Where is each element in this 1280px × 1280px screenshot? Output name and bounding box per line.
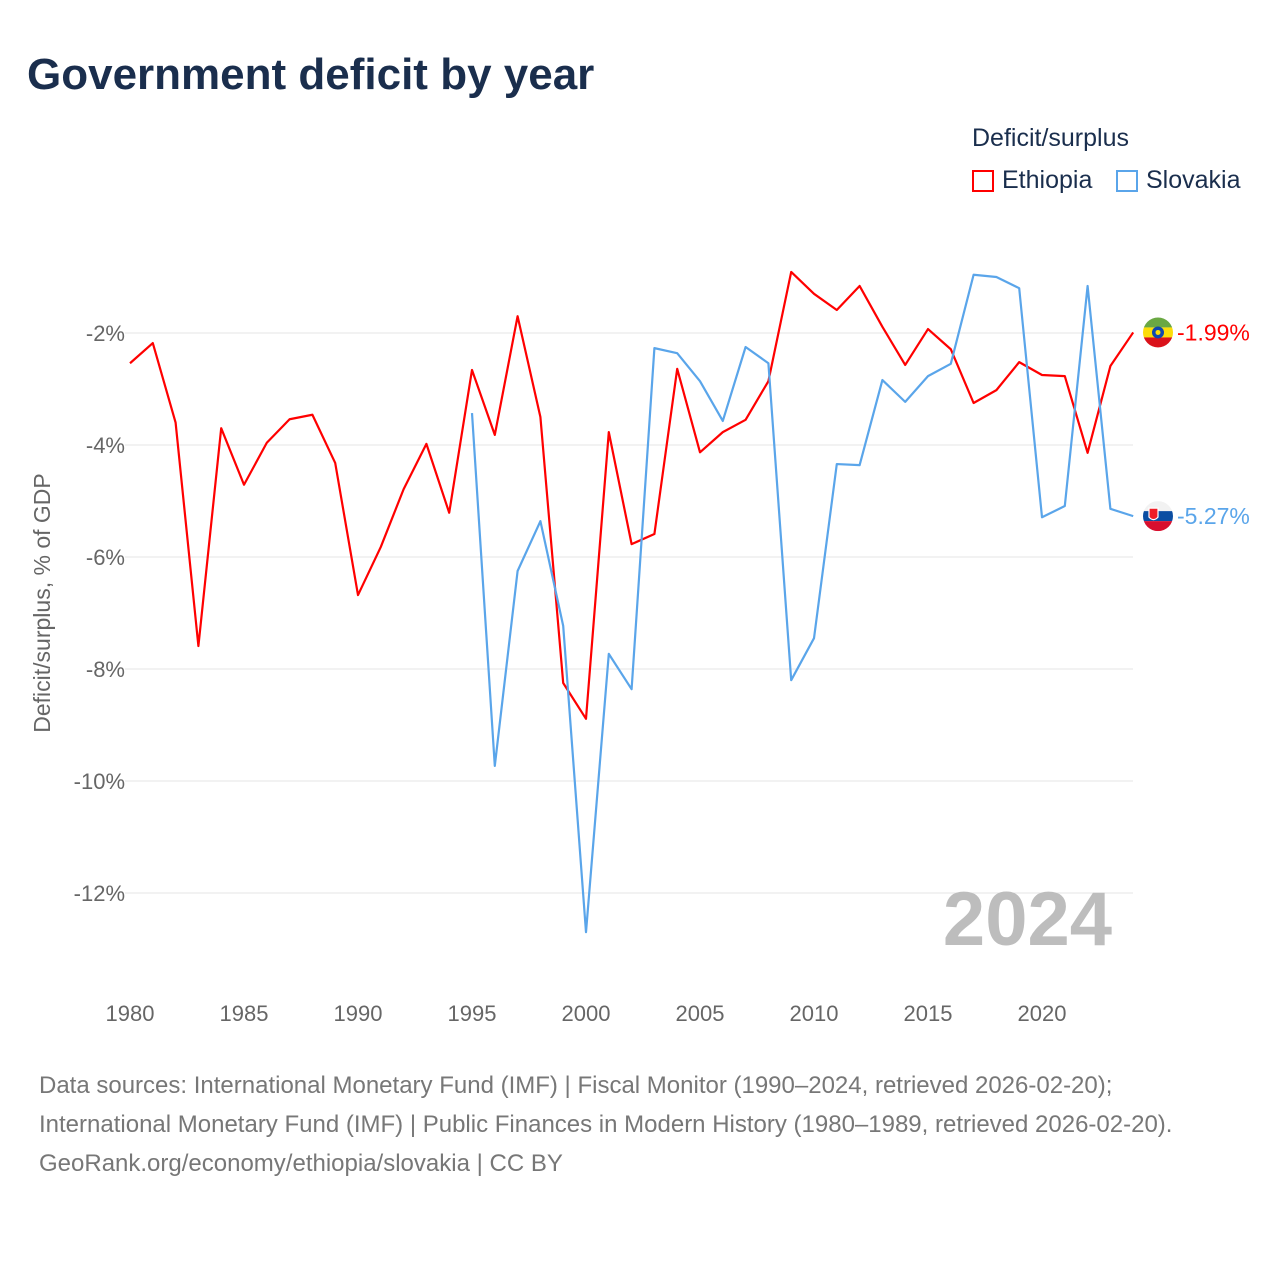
x-tick-label: 1980 [106, 1001, 155, 1026]
end-value-label: -5.27% [1177, 503, 1250, 529]
legend-item-ethiopia[interactable]: Ethiopia [972, 166, 1092, 195]
x-tick-label: 2010 [790, 1001, 839, 1026]
line-chart: -2% -4% -6% -8% -10% -12% 1980 1985 1990 1995 2000… [29, 270, 1250, 1026]
credit-link[interactable]: GeoRank.org/economy/ethiopia/slovakia | … [39, 1150, 563, 1177]
y-tick-label: -4% [86, 433, 125, 458]
year-watermark: 2024 [943, 877, 1112, 962]
series-line-slovakia [470, 273, 1134, 934]
flag-ethiopia-icon [1143, 317, 1173, 348]
y-axis-label: Deficit/surplus, % of GDP [29, 473, 55, 732]
x-tick-label: 2020 [1018, 1001, 1067, 1026]
y-tick-label: -8% [86, 657, 125, 682]
legend-swatch-slovakia [1116, 169, 1138, 192]
x-tick-label: 1985 [220, 1001, 269, 1026]
footer: Data sources: International Monetary Fun… [39, 1066, 1239, 1183]
x-tick-label: 1995 [448, 1001, 497, 1026]
x-tick-label: 2000 [562, 1001, 611, 1026]
y-tick-label: -2% [86, 321, 125, 346]
x-tick-label: 1990 [334, 1001, 383, 1026]
x-tick-label: 2015 [904, 1001, 953, 1026]
legend-title: Deficit/surplus [972, 124, 1129, 152]
end-value-label: -1.99% [1177, 319, 1250, 345]
legend-swatch-ethiopia [972, 169, 994, 192]
y-tick-label: -6% [86, 545, 125, 570]
flag-slovakia-icon [1143, 501, 1173, 532]
series-line-ethiopia [129, 270, 1135, 720]
legend-item-slovakia[interactable]: Slovakia [1116, 166, 1241, 195]
legend-label: Ethiopia [1002, 166, 1093, 194]
legend-label: Slovakia [1146, 166, 1241, 194]
y-tick-label: -12% [74, 881, 125, 906]
chart-title: Government deficit by year [27, 50, 595, 99]
x-tick-label: 2005 [676, 1001, 725, 1026]
data-sources: Data sources: International Monetary Fun… [39, 1072, 1173, 1138]
y-tick-label: -10% [74, 769, 125, 794]
